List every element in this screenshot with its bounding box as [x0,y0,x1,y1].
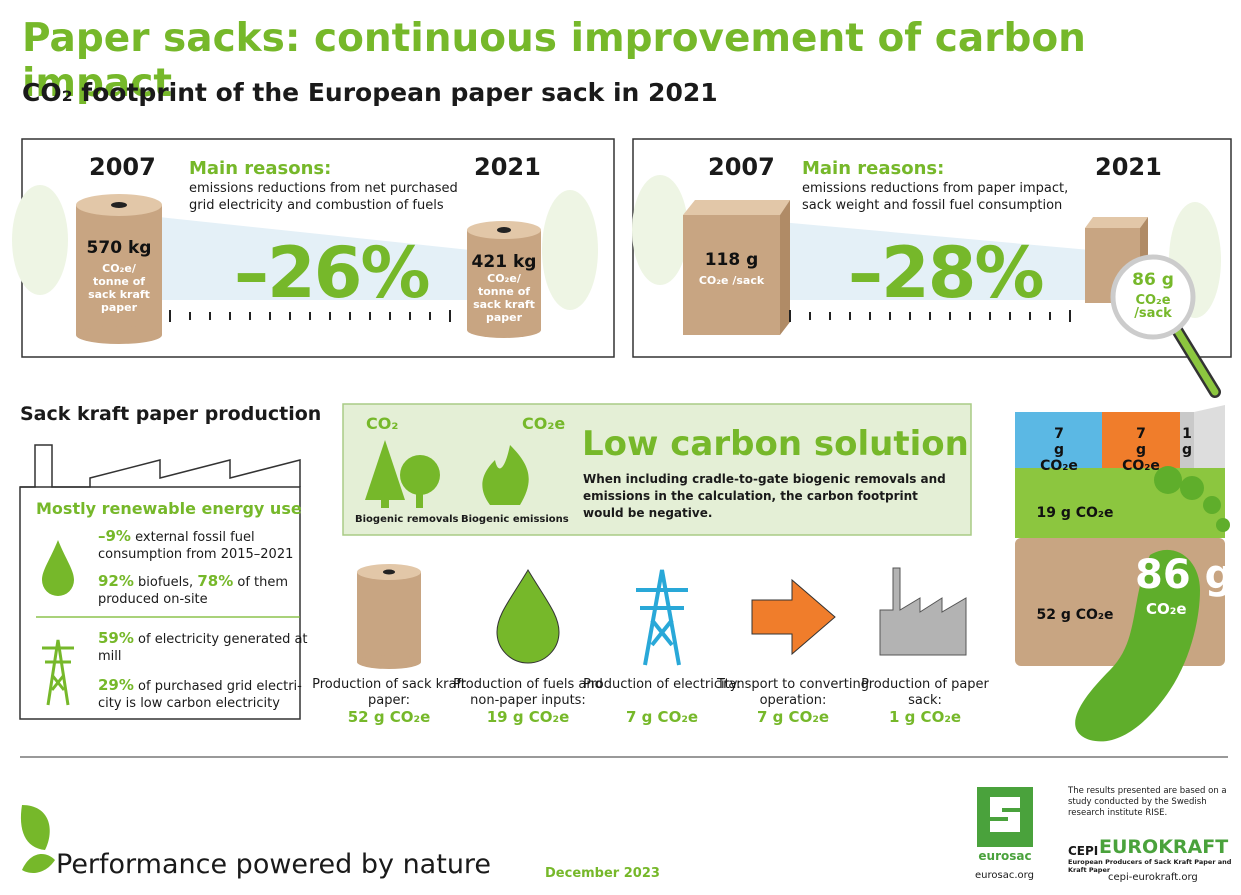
slogan: Performance powered by nature [56,849,492,880]
segment-label: 7 g CO₂e [1040,426,1078,474]
production-item: 59% of electricity generated at mill [98,630,308,665]
eurokraft: EUROKRAFT [1099,836,1229,858]
segment-label: 19 g CO₂e [1036,505,1114,521]
stage-drop-icon [496,569,560,664]
segment-label: 7 g CO₂e [1122,426,1160,474]
item-text: of purchased grid electri-city is low ca… [98,679,302,711]
tree-icon [365,440,440,508]
stage-label: Transport to converting operation: [717,677,869,708]
ruler [789,310,1071,322]
stage-roll-icon [357,564,421,669]
reduction-wedge [140,215,470,300]
item-highlight: 92% [98,572,134,590]
year-from: 2007 [708,153,775,181]
drop-icon [42,540,74,596]
stage-label: Production of fuels and non-paper inputs… [453,677,603,708]
biogenic-label: Biogenic removals [355,514,459,525]
eurokraft-url: cepi-eurokraft.org [1108,872,1198,883]
pylon-icon [42,639,74,706]
to-value: 421 kg [471,252,537,272]
year-to: 2021 [474,153,541,181]
title: Paper sacks: continuous improvement of c… [22,16,1086,106]
footprint-deco [12,185,68,295]
factory-outline [20,444,301,488]
change: –28% [848,232,1045,314]
reasons-title: Main reasons: [802,158,945,179]
gas-label: CO₂ [366,414,399,433]
sack-2007 [683,200,790,335]
production-item: 92% biofuels, 78% of them produced on-si… [98,573,308,608]
item-highlight: –9% [98,527,131,545]
reasons-text: emissions reductions from net purchased … [189,181,458,213]
stage-pylon-icon [636,569,688,666]
roll-2021 [467,221,541,338]
stage-value: 19 g CO₂e [486,708,570,726]
sack-breakdown [1015,405,1230,742]
item-text: biofuels, [133,575,198,590]
magnifier [1110,254,1221,398]
item-highlight: 59% [98,629,134,647]
stage-value: 7 g CO₂e [756,708,830,726]
low-carbon-frame [342,403,972,536]
to-value: 86 g [1132,270,1174,290]
item-text: of electricity generated at mill [98,632,308,664]
production-frame [19,486,301,720]
cepi: CEPI [1068,844,1099,858]
total-unit: CO₂e [1146,600,1187,618]
reduction-wedge [780,222,1090,300]
stage-value: 7 g CO₂e [625,708,699,726]
item-highlight: 78% [197,572,234,590]
production-item: –9% external fossil fuel consumption fro… [98,528,308,563]
low-carbon-text: When including cradle-to-gate biogenic r… [583,472,946,520]
footprint-deco [542,190,598,310]
item-highlight: 29% [98,676,134,694]
biogenic-label: Biogenic emissions [461,514,569,525]
production-box-title: Mostly renewable energy use [36,499,302,518]
year-from: 2007 [89,153,156,181]
flame-icon [482,445,529,505]
year-to: 2021 [1095,153,1162,181]
production-item: 29% of purchased grid electri-city is lo… [98,677,308,712]
from-value: 118 g [704,250,759,270]
reasons-title: Main reasons: [189,158,332,179]
to-unit: CO₂e/ tonne of sack kraft paper [473,272,535,324]
leaf-logo [20,805,55,873]
study-note: The results presented are based on a stu… [1068,786,1227,818]
reasons-text: emissions reductions from paper impact, … [802,181,1069,213]
item-text: external fossil fuel consumption from 20… [98,530,294,562]
gas-label: CO₂e [522,414,566,433]
segment-label: 52 g CO₂e [1036,607,1114,623]
low-carbon-title: Low carbon solution [582,424,969,464]
stage-value: 1 g CO₂e [888,708,962,726]
production-heading: Sack kraft paper production [20,403,322,425]
to-unit: CO₂e /sack [1134,293,1172,321]
from-unit: CO₂e/ tonne of sack kraft paper [88,262,150,314]
segment-label: 1 g [1181,426,1193,458]
panel-frame [632,138,1232,358]
from-unit: CO₂e /sack [698,274,765,287]
footprint-deco [632,175,688,285]
ruler [169,310,451,322]
change: –26% [234,232,431,314]
total-value: 86 g [1135,552,1234,598]
eurokraft-sub: European Producers of Sack Kraft Paper a… [1068,858,1232,874]
stage-label: Production of sack kraft paper: [312,677,466,708]
eurosac-mark [990,797,1020,832]
stage-label: Production of electricity: [583,677,741,692]
eurosac-name: eurosac [978,849,1032,863]
date: December 2023 [545,866,660,881]
stage-arrow-icon [751,578,836,656]
from-value: 570 kg [86,238,152,258]
stage-factory-icon [879,567,967,656]
stage-label: Production of paper sack: [861,677,989,708]
stage-value: 52 g CO₂e [347,708,431,726]
roll-2007 [76,194,162,344]
subtitle: CO₂ footprint of the European paper sack… [22,78,718,107]
eurosac-url: eurosac.org [975,870,1034,881]
item-text: of them produced on-site [98,575,289,607]
